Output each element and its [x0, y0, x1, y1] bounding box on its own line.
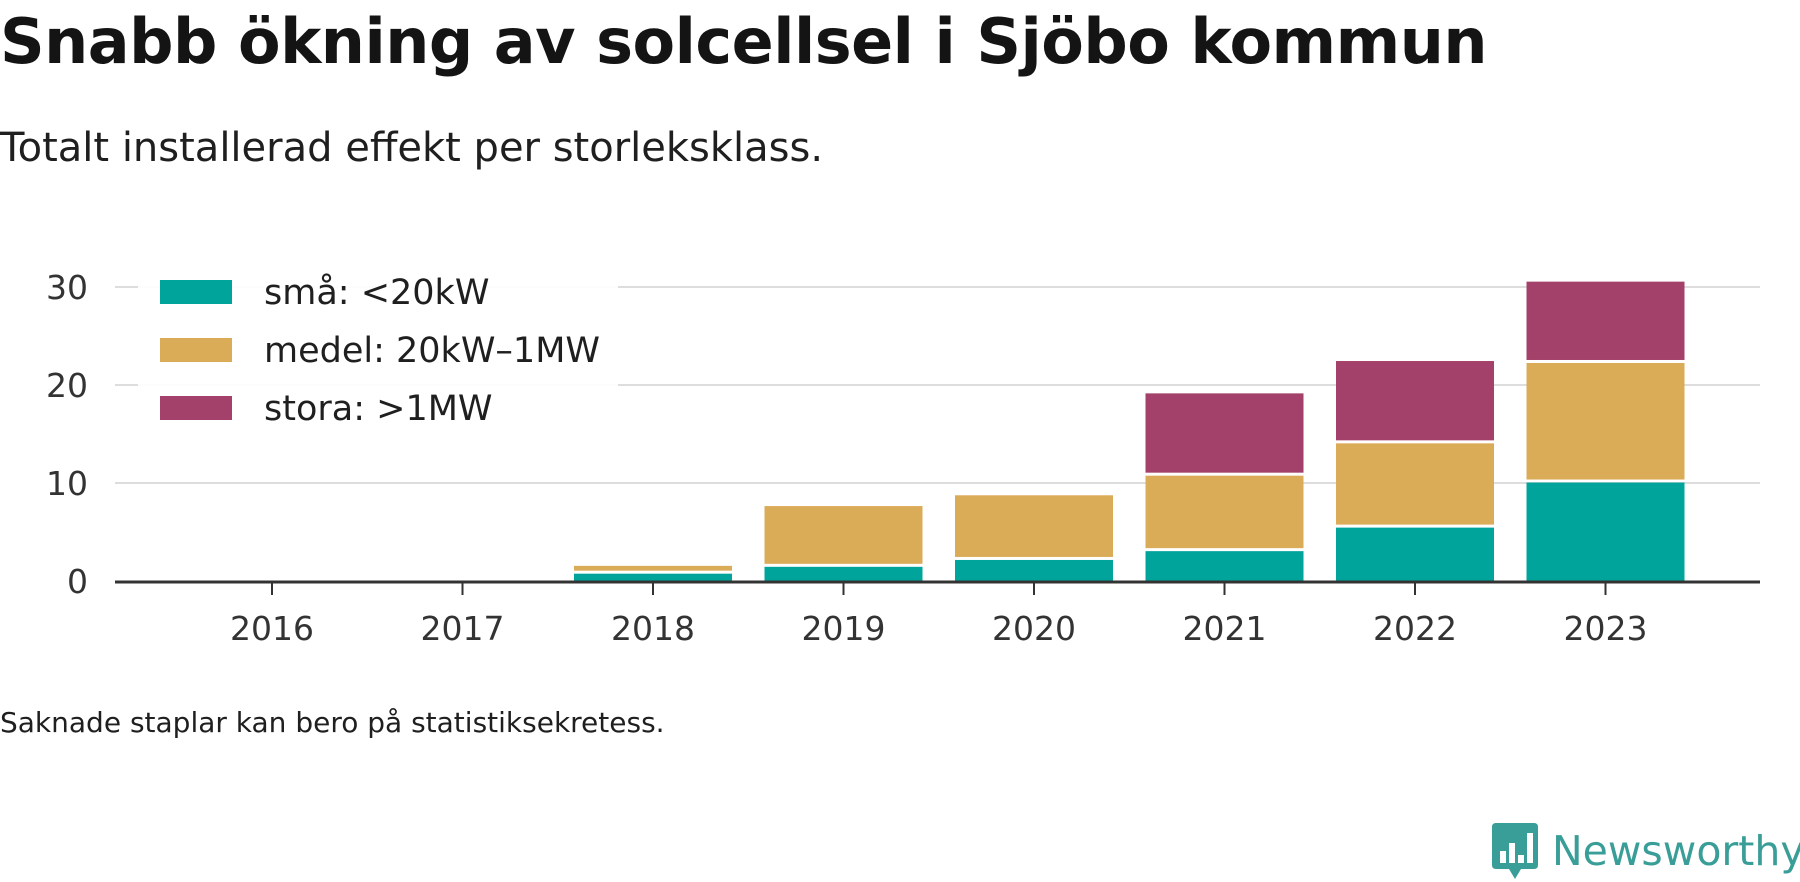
newsworthy-chart-icon — [1492, 823, 1538, 879]
bar-2018-series-1 — [574, 565, 732, 571]
brand-logo: Newsworthy — [1490, 820, 1800, 882]
footnote: Saknade staplar kan bero på statistiksek… — [0, 706, 665, 739]
bar-2021-series-1 — [1145, 475, 1304, 549]
legend-label: medel: 20kW–1MW — [264, 331, 600, 371]
bar-2022-series-1 — [1336, 443, 1494, 525]
bar-2021-series-2 — [1145, 393, 1304, 473]
chart-subtitle: Totalt installerad effekt per storlekskl… — [0, 125, 824, 171]
x-tick-label: 2023 — [1564, 609, 1648, 648]
bar-2023-series-0 — [1526, 482, 1685, 581]
legend-swatch — [160, 338, 232, 362]
bar-2022-series-2 — [1336, 361, 1494, 441]
legend-label: små: <20kW — [264, 272, 489, 313]
y-tick-label: 0 — [67, 562, 88, 601]
y-tick-label: 20 — [46, 366, 88, 405]
brand-name: Newsworthy — [1552, 827, 1800, 875]
x-tick-label: 2020 — [992, 609, 1076, 648]
x-tick-label: 2019 — [802, 609, 886, 648]
y-tick-label: 30 — [46, 268, 88, 307]
bar-2021-series-0 — [1145, 551, 1304, 581]
bar-2023-series-1 — [1526, 362, 1685, 480]
x-tick-label: 2018 — [611, 609, 695, 648]
x-tick-label: 2017 — [421, 609, 505, 648]
x-tick-label: 2022 — [1373, 609, 1457, 648]
legend-label: stora: >1MW — [264, 389, 493, 429]
y-tick-label: 10 — [46, 464, 88, 503]
x-tick-label: 2021 — [1183, 609, 1267, 648]
bar-2019-series-0 — [764, 566, 923, 581]
bars — [574, 281, 1685, 581]
bar-2019-series-1 — [764, 506, 923, 564]
chart-title: Snabb ökning av solcellsel i Sjöbo kommu… — [0, 5, 1488, 78]
x-tick-label: 2016 — [230, 609, 314, 648]
bar-2022-series-0 — [1336, 527, 1494, 581]
bar-2023-series-2 — [1526, 281, 1685, 360]
legend-swatch — [160, 280, 232, 304]
bar-2018-series-0 — [574, 573, 732, 581]
bar-2020-series-0 — [955, 559, 1113, 581]
legend: små: <20kW medel: 20kW–1MW stora: >1MW — [138, 268, 618, 438]
axes: 0 10 20 30 2016 2017 2018 2019 2020 2021 2022 2023 — [46, 268, 1760, 648]
legend-swatch — [160, 396, 232, 420]
bar-2020-series-1 — [955, 495, 1113, 557]
